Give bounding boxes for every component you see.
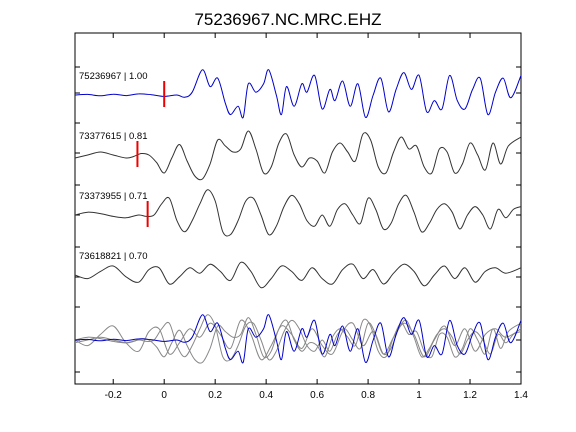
trace-label-1: 73377615 | 0.81: [79, 131, 148, 142]
pick-markers: [136, 81, 166, 227]
trace-label-0: 75236967 | 1.00: [79, 71, 148, 82]
trace-2: [74, 189, 522, 237]
trace-label-3: 73618821 | 0.70: [79, 251, 148, 262]
overlay-trace-0: [74, 314, 522, 364]
overlay-trace-3: [74, 319, 522, 361]
x-axis: -0.2 0 0.2 0.4 0.6 0.8 1 1.2 1.4: [105, 33, 528, 401]
x-tick-label: 0.2: [208, 390, 222, 401]
x-tick-label: 1.2: [463, 390, 477, 401]
plot-frame: [74, 32, 522, 385]
chart-title: 75236967.NC.MRC.EHZ: [194, 10, 381, 29]
x-tick-label: 1.4: [514, 390, 528, 401]
x-tick-label: 1: [416, 390, 422, 401]
x-tick-label: 0: [161, 390, 167, 401]
x-tick-label: 0.6: [310, 390, 324, 401]
overlay-trace-1: [74, 317, 522, 364]
trace-0: [74, 69, 522, 119]
x-tick-label: 0.8: [361, 390, 375, 401]
overlay-trace-2: [74, 314, 522, 362]
x-tick-label: 0.4: [259, 390, 273, 401]
waveform-traces: [74, 69, 522, 289]
x-tick-label: -0.2: [105, 390, 123, 401]
trace-3: [74, 261, 522, 289]
trace-labels: 75236967 | 1.00 73377615 | 0.81 73373955 |…: [79, 71, 148, 262]
trace-label-2: 73373955 | 0.71: [79, 191, 148, 202]
overlay-traces: [74, 314, 522, 364]
trace-1: [74, 130, 522, 181]
